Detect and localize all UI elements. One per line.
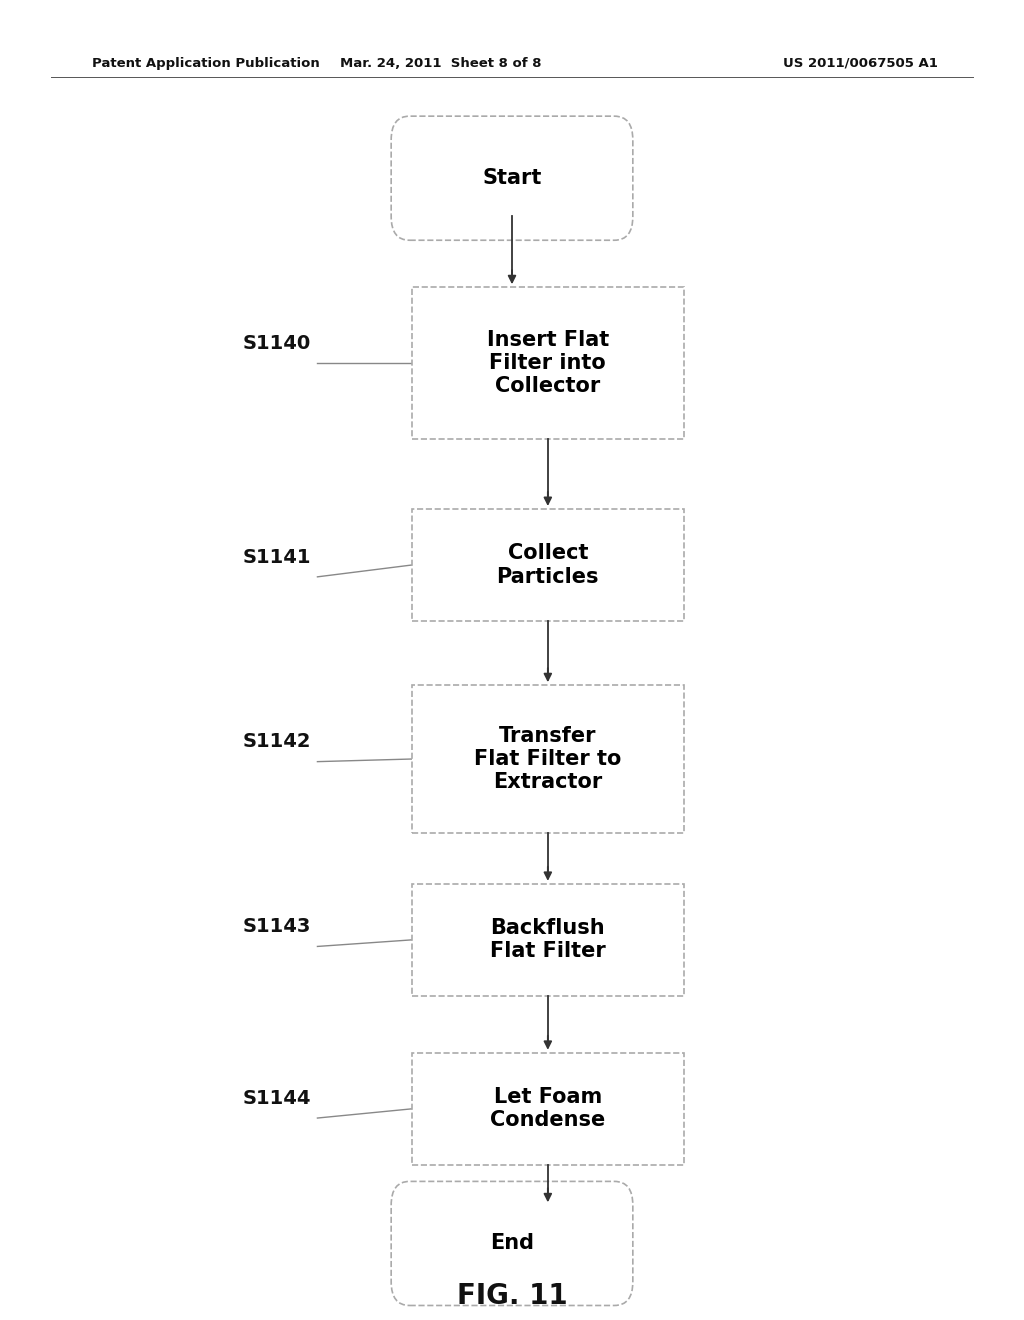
- Text: US 2011/0067505 A1: US 2011/0067505 A1: [782, 57, 938, 70]
- Text: Backflush
Flat Filter: Backflush Flat Filter: [489, 919, 606, 961]
- Text: S1142: S1142: [243, 733, 310, 751]
- Text: Let Foam
Condense: Let Foam Condense: [490, 1088, 605, 1130]
- Text: S1140: S1140: [243, 334, 310, 352]
- Text: S1143: S1143: [243, 917, 310, 936]
- Text: Insert Flat
Filter into
Collector: Insert Flat Filter into Collector: [486, 330, 609, 396]
- Text: Transfer
Flat Filter to
Extractor: Transfer Flat Filter to Extractor: [474, 726, 622, 792]
- Text: Collect
Particles: Collect Particles: [497, 544, 599, 586]
- Text: Mar. 24, 2011  Sheet 8 of 8: Mar. 24, 2011 Sheet 8 of 8: [340, 57, 541, 70]
- Text: End: End: [490, 1233, 534, 1254]
- FancyBboxPatch shape: [391, 116, 633, 240]
- Text: Start: Start: [482, 168, 542, 189]
- FancyBboxPatch shape: [412, 510, 684, 622]
- FancyBboxPatch shape: [412, 685, 684, 833]
- Text: Patent Application Publication: Patent Application Publication: [92, 57, 319, 70]
- Text: FIG. 11: FIG. 11: [457, 1282, 567, 1311]
- FancyBboxPatch shape: [412, 884, 684, 997]
- Text: S1141: S1141: [243, 548, 310, 566]
- FancyBboxPatch shape: [412, 1053, 684, 1166]
- Text: S1144: S1144: [243, 1089, 310, 1107]
- FancyBboxPatch shape: [412, 288, 684, 438]
- FancyBboxPatch shape: [391, 1181, 633, 1305]
